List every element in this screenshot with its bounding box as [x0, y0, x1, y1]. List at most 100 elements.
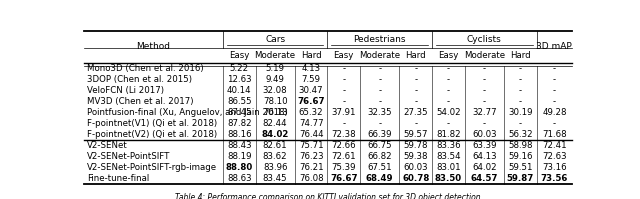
- Text: -: -: [483, 86, 486, 95]
- Text: -: -: [342, 86, 346, 95]
- Text: 76.13: 76.13: [263, 108, 287, 117]
- Text: 59.16: 59.16: [508, 152, 532, 161]
- Text: 71.68: 71.68: [542, 130, 566, 139]
- Text: Hard: Hard: [510, 51, 531, 60]
- Text: 76.67: 76.67: [298, 97, 325, 106]
- Text: F-pointnet(V1) (Qi et al. 2018): F-pointnet(V1) (Qi et al. 2018): [87, 119, 217, 128]
- Text: 68.49: 68.49: [366, 174, 394, 183]
- Text: -: -: [447, 64, 450, 73]
- Text: 30.47: 30.47: [299, 86, 323, 95]
- Text: -: -: [519, 86, 522, 95]
- Text: VeloFCN (Li 2017): VeloFCN (Li 2017): [87, 86, 164, 95]
- Text: 40.14: 40.14: [227, 86, 252, 95]
- Text: 83.45: 83.45: [263, 174, 287, 183]
- Text: 88.19: 88.19: [227, 152, 252, 161]
- Text: 83.96: 83.96: [263, 163, 287, 172]
- Text: -: -: [378, 97, 381, 106]
- Text: Fine-tune-final: Fine-tune-final: [87, 174, 149, 183]
- Text: 27.35: 27.35: [403, 108, 428, 117]
- Text: 72.41: 72.41: [542, 141, 566, 150]
- Text: -: -: [447, 97, 450, 106]
- Text: 72.66: 72.66: [332, 141, 356, 150]
- Text: 83.01: 83.01: [436, 163, 461, 172]
- Text: 65.32: 65.32: [299, 108, 323, 117]
- Text: -: -: [342, 119, 346, 128]
- Text: 72.38: 72.38: [332, 130, 356, 139]
- Text: Table 4: Performance comparison on KITTI validation set for 3D object detection: Table 4: Performance comparison on KITTI…: [175, 193, 481, 199]
- Text: 83.36: 83.36: [436, 141, 461, 150]
- Text: 64.02: 64.02: [472, 163, 497, 172]
- Text: 88.63: 88.63: [227, 174, 252, 183]
- Text: MV3D (Chen et al. 2017): MV3D (Chen et al. 2017): [87, 97, 193, 106]
- Text: -: -: [378, 119, 381, 128]
- Text: Mono3D (Chen et al. 2016): Mono3D (Chen et al. 2016): [87, 64, 204, 73]
- Text: 72.61: 72.61: [332, 152, 356, 161]
- Text: 49.28: 49.28: [542, 108, 566, 117]
- Text: Cyclists: Cyclists: [467, 35, 502, 44]
- Text: 86.55: 86.55: [227, 97, 252, 106]
- Text: 82.44: 82.44: [263, 119, 287, 128]
- Text: 72.63: 72.63: [542, 152, 566, 161]
- Text: 32.08: 32.08: [263, 86, 287, 95]
- Text: 81.82: 81.82: [436, 130, 461, 139]
- Text: 5.19: 5.19: [266, 64, 285, 73]
- Text: 76.67: 76.67: [330, 174, 358, 183]
- Text: 84.02: 84.02: [262, 130, 289, 139]
- Text: 78.10: 78.10: [263, 97, 287, 106]
- Text: -: -: [447, 119, 450, 128]
- Text: 64.13: 64.13: [472, 152, 497, 161]
- Text: 66.39: 66.39: [367, 130, 392, 139]
- Text: -: -: [342, 75, 346, 84]
- Text: -: -: [483, 75, 486, 84]
- Text: Pedestrians: Pedestrians: [353, 35, 406, 44]
- Text: 60.78: 60.78: [402, 174, 429, 183]
- Text: 75.39: 75.39: [332, 163, 356, 172]
- Text: 7.59: 7.59: [301, 75, 321, 84]
- Text: 54.02: 54.02: [436, 108, 461, 117]
- Text: 83.50: 83.50: [435, 174, 462, 183]
- Text: 66.82: 66.82: [367, 152, 392, 161]
- Text: 88.16: 88.16: [227, 130, 252, 139]
- Text: -: -: [342, 97, 346, 106]
- Text: 73.16: 73.16: [542, 163, 566, 172]
- Text: Easy: Easy: [229, 51, 250, 60]
- Text: 59.38: 59.38: [403, 152, 428, 161]
- Text: 87.82: 87.82: [227, 119, 252, 128]
- Text: -: -: [414, 97, 417, 106]
- Text: -: -: [378, 64, 381, 73]
- Text: 30.19: 30.19: [508, 108, 532, 117]
- Text: -: -: [553, 119, 556, 128]
- Text: -: -: [483, 64, 486, 73]
- Text: -: -: [483, 97, 486, 106]
- Text: -: -: [414, 86, 417, 95]
- Text: 73.56: 73.56: [541, 174, 568, 183]
- Text: -: -: [378, 86, 381, 95]
- Text: -: -: [553, 97, 556, 106]
- Text: 88.43: 88.43: [227, 141, 252, 150]
- Text: 64.57: 64.57: [470, 174, 498, 183]
- Text: 74.77: 74.77: [299, 119, 323, 128]
- Text: -: -: [519, 64, 522, 73]
- Text: 87.45: 87.45: [227, 108, 252, 117]
- Text: Easy: Easy: [333, 51, 354, 60]
- Text: -: -: [342, 64, 346, 73]
- Text: 60.03: 60.03: [403, 163, 428, 172]
- Text: 75.71: 75.71: [299, 141, 323, 150]
- Text: V2-SENet-PointSIFT: V2-SENet-PointSIFT: [87, 152, 170, 161]
- Text: 59.57: 59.57: [403, 130, 428, 139]
- Text: -: -: [483, 119, 486, 128]
- Text: 60.03: 60.03: [472, 130, 497, 139]
- Text: -: -: [414, 75, 417, 84]
- Text: -: -: [553, 64, 556, 73]
- Text: Hard: Hard: [301, 51, 321, 60]
- Text: 76.23: 76.23: [299, 152, 323, 161]
- Text: -: -: [378, 75, 381, 84]
- Text: 76.21: 76.21: [299, 163, 323, 172]
- Text: -: -: [553, 86, 556, 95]
- Text: Moderate: Moderate: [255, 51, 296, 60]
- Text: 9.49: 9.49: [266, 75, 285, 84]
- Text: -: -: [519, 97, 522, 106]
- Text: -: -: [414, 64, 417, 73]
- Text: -: -: [447, 75, 450, 84]
- Text: -: -: [519, 119, 522, 128]
